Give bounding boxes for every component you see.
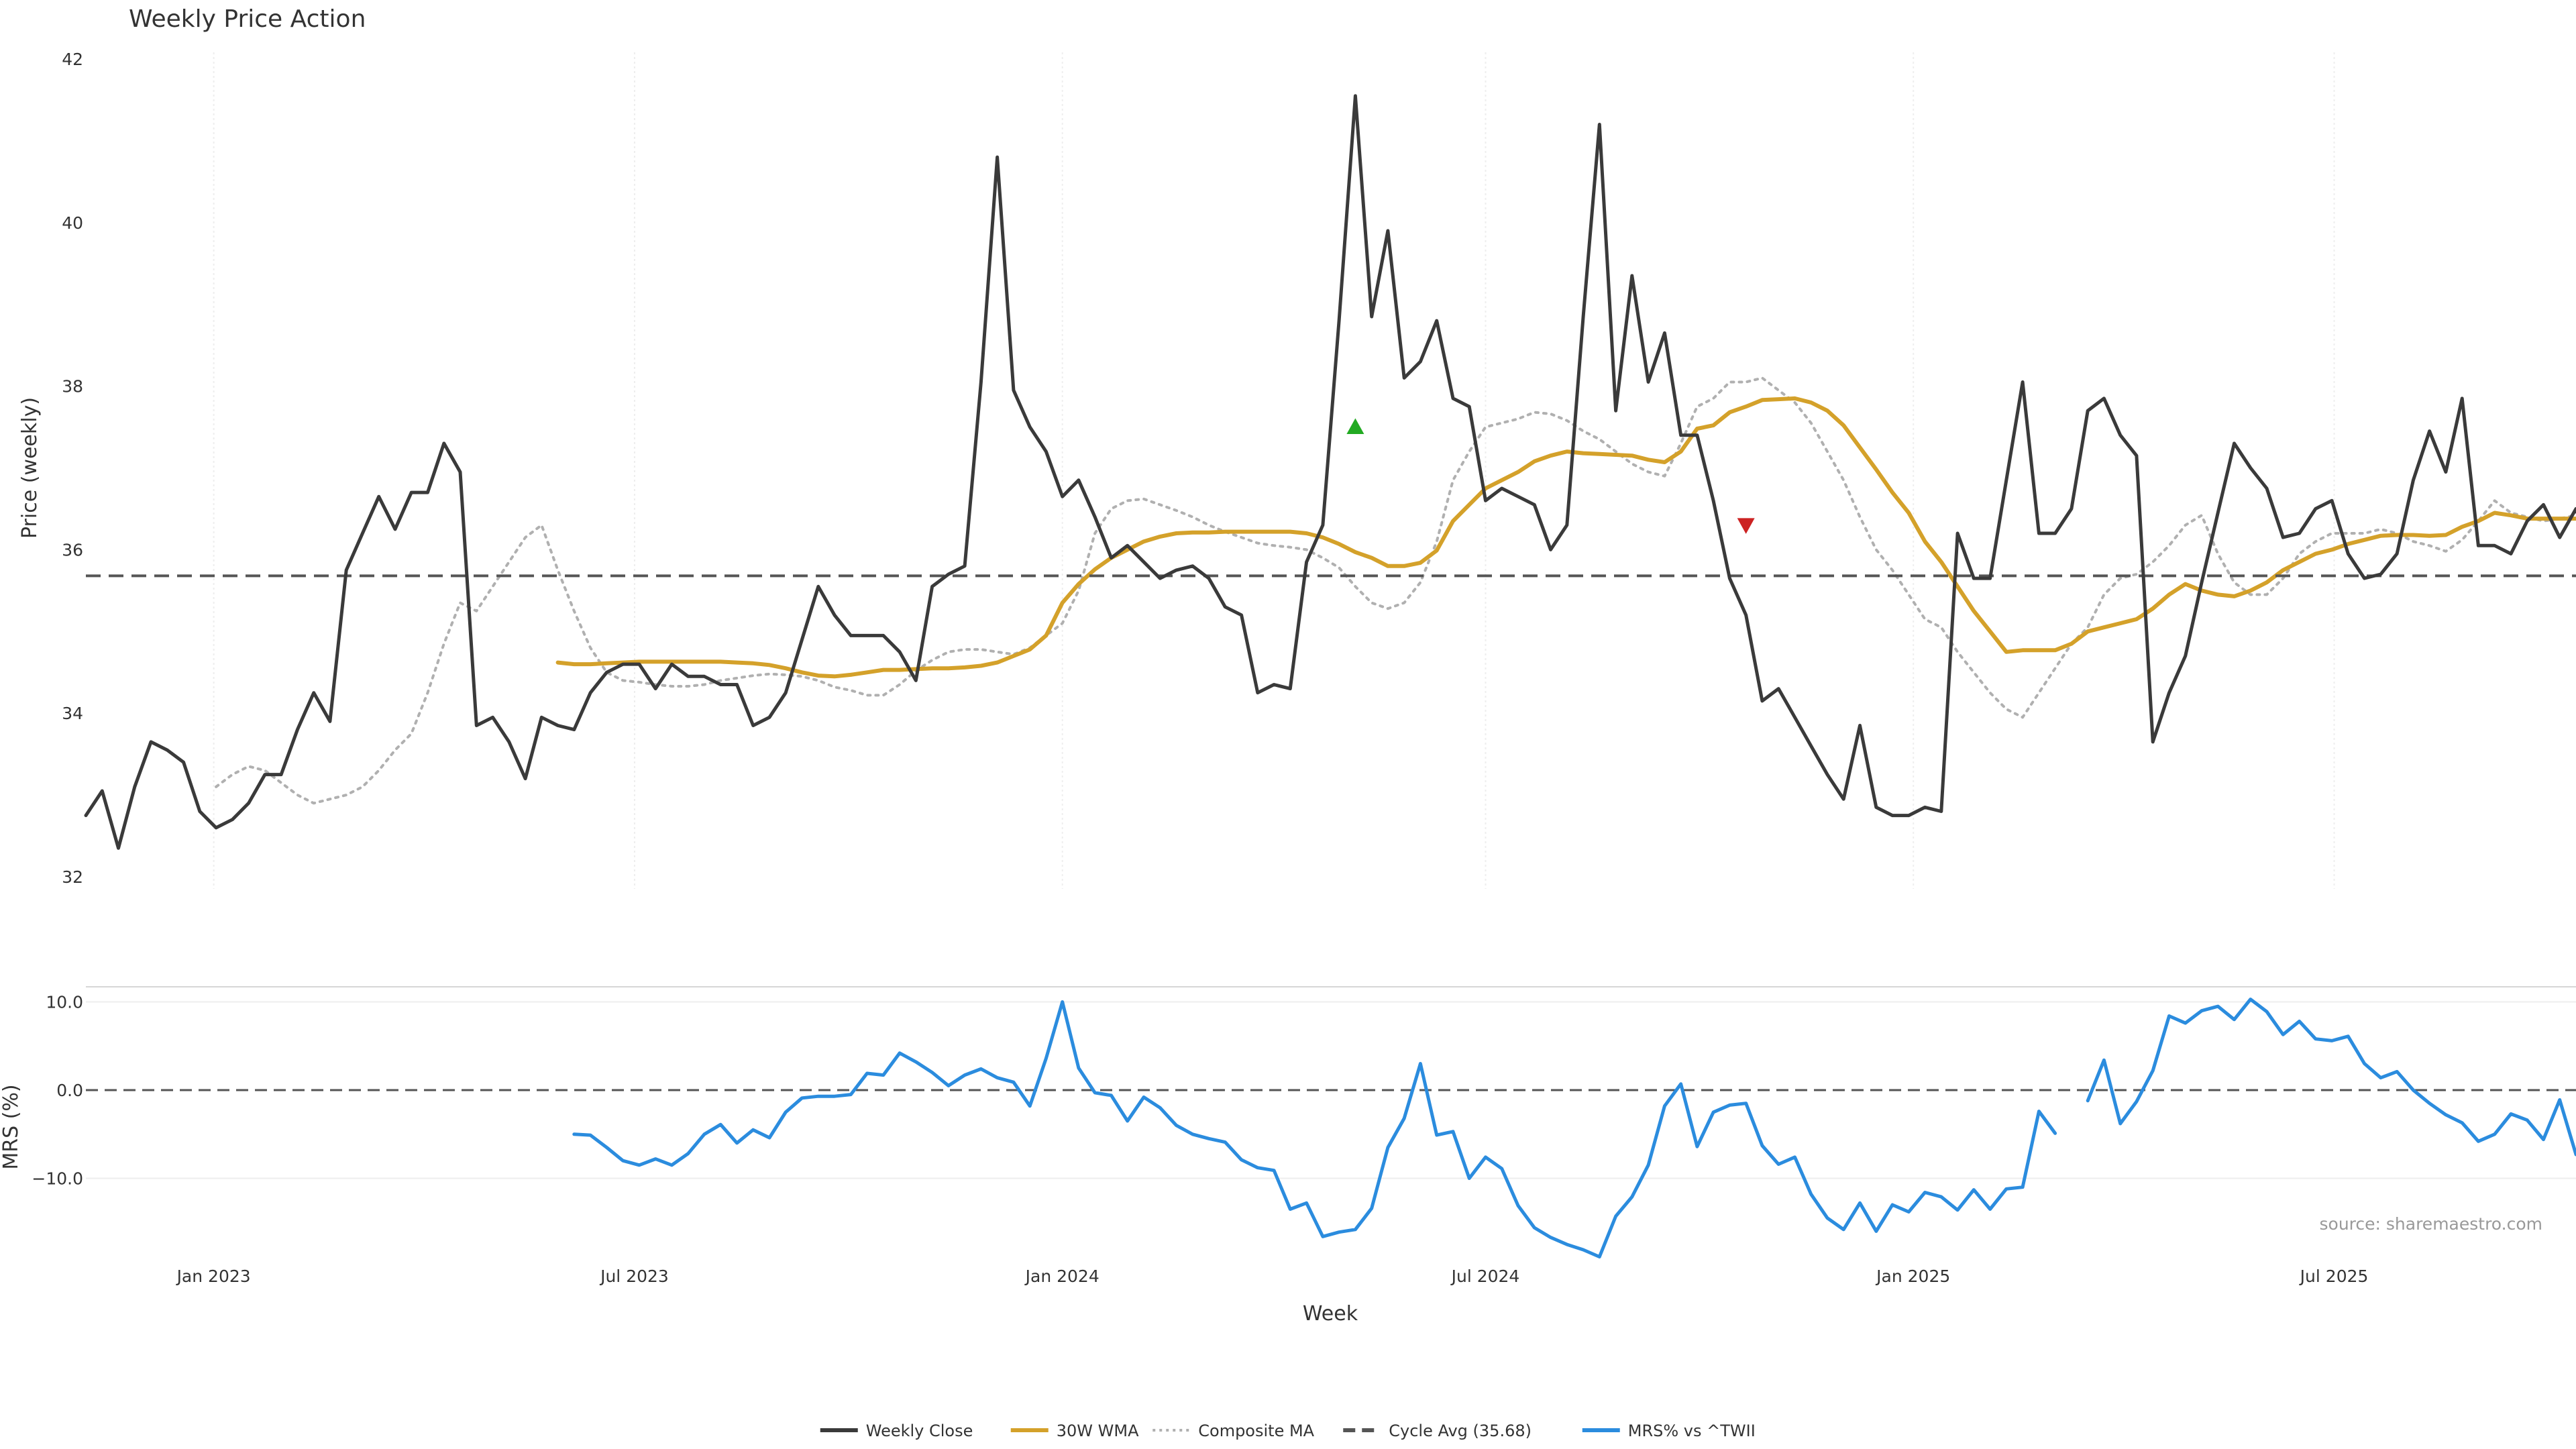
series-composite-ma: [215, 376, 2576, 805]
series-layer: [84, 94, 2576, 1258]
price-y-tick-label: 34: [62, 704, 83, 723]
source-note: source: sharemaestro.com: [2320, 1214, 2543, 1234]
x-tick-label: Jan 2025: [1875, 1267, 1950, 1286]
price-y-tick-label: 36: [62, 540, 83, 559]
price-y-axis-label: Price (weekly): [18, 397, 42, 539]
price-y-ticks: 32 34 36 38 40 42: [62, 50, 83, 887]
legend-item: MRS% vs ^TWII: [1582, 1421, 1756, 1440]
legend-label: 30W WMA: [1057, 1421, 1139, 1440]
x-tick-label: Jan 2023: [176, 1267, 251, 1286]
legend-label: Cycle Avg (35.68): [1389, 1421, 1532, 1440]
chart-legend: Weekly Close 30W WMA Composite MA Cycle Avg…: [820, 1421, 1756, 1440]
chart-title: Weekly Price Action: [129, 5, 366, 33]
legend-item: Weekly Close: [820, 1421, 973, 1440]
series-weekly-close: [84, 94, 2576, 850]
legend-item: Composite MA: [1152, 1421, 1315, 1440]
mrs-grid: [86, 986, 2576, 1179]
mrs-y-tick-label: −10.0: [32, 1169, 83, 1189]
buy-signal-marker: [1346, 418, 1364, 434]
marker-layer: [1346, 418, 1755, 534]
mrs-y-tick-label: 0.0: [56, 1081, 83, 1100]
series-mrs-vs-twii: [572, 998, 2576, 1258]
price-y-tick-label: 38: [62, 377, 83, 396]
legend-item: Cycle Avg (35.68): [1343, 1421, 1532, 1440]
sell-signal-marker: [1737, 518, 1755, 534]
legend-label: Composite MA: [1198, 1421, 1314, 1440]
price-y-tick-label: 40: [62, 213, 83, 233]
x-axis-label: Week: [1303, 1302, 1358, 1326]
legend-label: MRS% vs ^TWII: [1628, 1421, 1756, 1440]
mrs-y-ticks: 10.0 0.0 −10.0: [32, 993, 83, 1189]
x-tick-label: Jul 2023: [599, 1267, 669, 1286]
price-grid: [213, 52, 2335, 889]
x-ticks: Jan 2023 Jul 2023 Jan 2024 Jul 2024 Jan 2025…: [176, 1267, 2369, 1286]
price-y-tick-label: 42: [62, 50, 83, 69]
legend-label: Weekly Close: [866, 1421, 973, 1440]
x-tick-label: Jan 2024: [1024, 1267, 1099, 1286]
price-y-tick-label: 32: [62, 867, 83, 887]
x-tick-label: Jul 2024: [1450, 1267, 1520, 1286]
mrs-y-tick-label: 10.0: [46, 993, 83, 1012]
legend-item: 30W WMA: [1010, 1421, 1139, 1440]
mrs-y-axis-label: MRS (%): [0, 1084, 23, 1169]
x-tick-label: Jul 2025: [2299, 1267, 2369, 1286]
